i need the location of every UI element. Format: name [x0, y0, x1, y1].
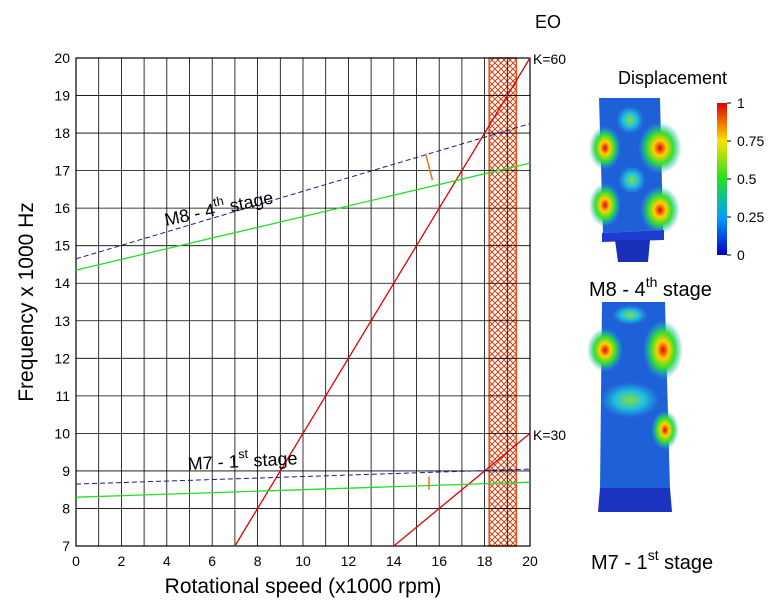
x-tick-label: 14 — [386, 553, 402, 569]
blade-label-rest: stage — [659, 552, 713, 574]
x-tick-label: 10 — [295, 553, 311, 569]
y-axis-title: Frequency x 1000 Hz — [15, 202, 38, 402]
blade-label-sup: th — [646, 274, 658, 290]
colorbar-tick-label: 0 — [737, 247, 745, 263]
x-axis-title: Rotational speed (x1000 rpm) — [165, 575, 442, 598]
colorbar-tick-label: 1 — [737, 95, 745, 111]
y-tick-label: 18 — [54, 125, 70, 141]
y-tick-label: 17 — [54, 163, 70, 179]
chart: 0246810121416182078910111213141516171819… — [0, 0, 773, 606]
x-tick-label: 2 — [118, 553, 126, 569]
blade-image-top — [589, 98, 682, 262]
colorbar — [717, 103, 727, 255]
annotation: K=30 — [533, 427, 566, 443]
colorbar-title: Displacement — [618, 68, 727, 88]
y-tick-label: 9 — [62, 463, 70, 479]
colorbar-tick-label: 0.5 — [737, 171, 757, 187]
annotation-rest: stage — [248, 448, 298, 471]
annotation: M8 - 4th stage — [162, 183, 275, 229]
y-tick-label: 11 — [55, 388, 70, 404]
x-tick-label: 0 — [72, 553, 80, 569]
colorbar-tick-label: 0.25 — [737, 209, 764, 225]
x-tick-label: 6 — [208, 553, 216, 569]
blade-label-main: M8 - 4 — [589, 279, 646, 301]
y-tick-label: 8 — [62, 500, 70, 516]
annotation-rest: stage — [223, 187, 275, 217]
blade-label: M7 - 1st stage — [591, 547, 713, 574]
blade-label: M8 - 4th stage — [589, 274, 712, 301]
y-tick-label: 14 — [54, 275, 70, 291]
y-tick-label: 12 — [54, 350, 70, 366]
y-tick-label: 16 — [54, 200, 70, 216]
y-tick-label: 7 — [62, 538, 70, 554]
series-line — [235, 58, 530, 546]
annotation-main: M7 - 1 — [187, 451, 239, 474]
x-tick-label: 20 — [522, 553, 538, 569]
y-tick-label: 13 — [54, 313, 70, 329]
y-tick-label: 19 — [54, 88, 70, 104]
speed-range-hatch — [489, 58, 516, 546]
y-tick-label: 10 — [54, 425, 70, 441]
y-tick-label: 15 — [54, 238, 70, 254]
x-tick-label: 12 — [341, 553, 357, 569]
x-tick-label: 18 — [477, 553, 493, 569]
annotation: K=60 — [533, 51, 566, 67]
blade-label-sup: st — [648, 547, 659, 563]
x-tick-label: 8 — [254, 553, 262, 569]
y-tick-label: 20 — [54, 50, 70, 66]
blade-image-bottom — [587, 302, 683, 512]
x-tick-label: 4 — [163, 553, 171, 569]
blade-label-rest: stage — [657, 279, 711, 301]
annotation: EO — [535, 12, 561, 32]
blade-label-main: M7 - 1 — [591, 552, 648, 574]
colorbar-tick-label: 0.75 — [737, 133, 764, 149]
x-tick-label: 16 — [431, 553, 447, 569]
margin-arrow — [426, 154, 433, 180]
